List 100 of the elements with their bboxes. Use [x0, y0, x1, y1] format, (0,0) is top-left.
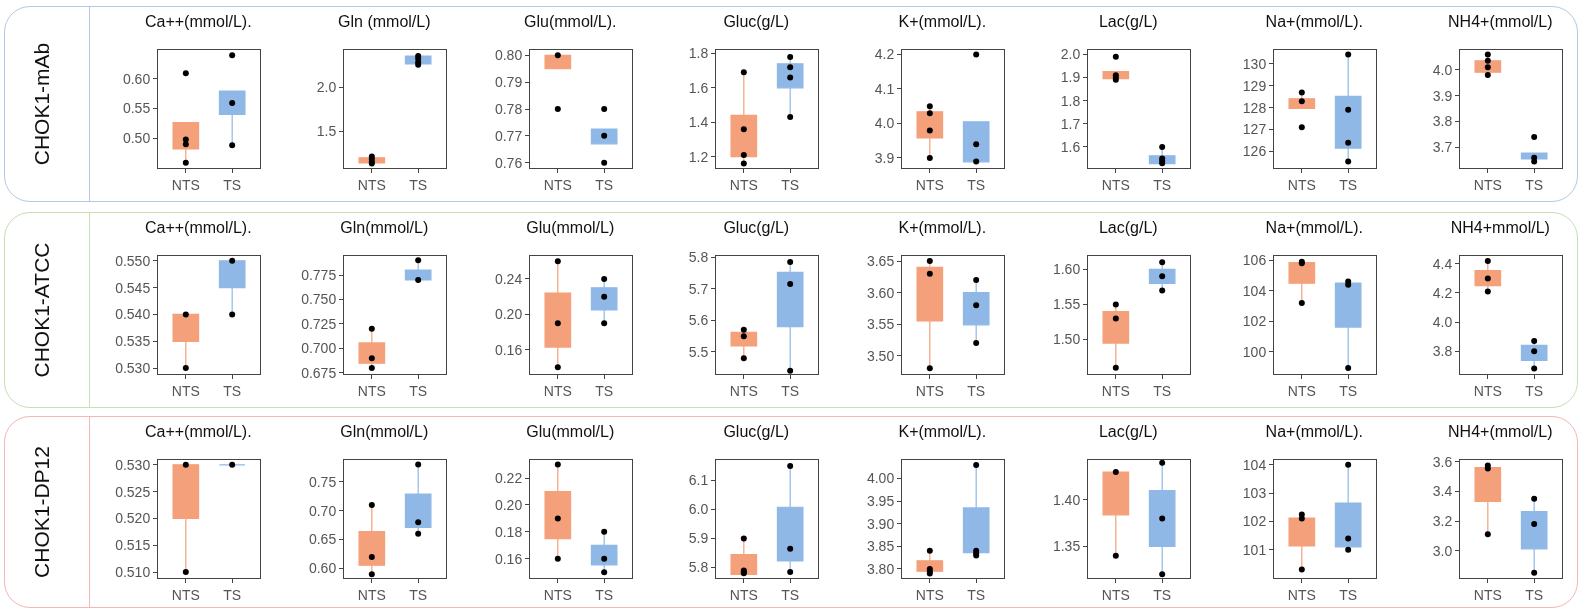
x-tick-label: NTS [171, 176, 200, 193]
chart-title: Glu(mmol/L) [526, 423, 615, 441]
y-tick-label: 0.550 [115, 252, 151, 269]
y-tick-label: 0.79 [494, 74, 523, 91]
x-tick-label: TS [1153, 176, 1172, 193]
x-tick-label: NTS [357, 586, 386, 603]
x-tick-label: TS [595, 176, 614, 193]
x-tick-label: TS [595, 382, 614, 399]
x-tick-label: TS [1339, 586, 1358, 603]
y-tick-label: 0.545 [115, 279, 151, 296]
x-tick-label: NTS [171, 382, 200, 399]
y-tick-label: 0.60 [308, 560, 337, 577]
x-tick-label: TS [223, 176, 242, 193]
y-tick-label: 2.0 [1060, 46, 1081, 63]
y-tick-label: 2.0 [316, 79, 337, 96]
y-tick-label: 1.50 [1052, 331, 1081, 348]
y-tick-label: 5.9 [688, 530, 709, 547]
y-tick-label: 3.8 [1432, 343, 1453, 360]
x-tick-label: TS [781, 586, 800, 603]
x-tick-label: NTS [1101, 586, 1130, 603]
y-tick-label: 0.535 [115, 333, 151, 350]
y-tick-label: 0.750 [301, 291, 337, 308]
x-tick-label: NTS [1101, 176, 1130, 193]
y-tick-label: 0.77 [494, 127, 523, 144]
y-tick-label: 1.55 [1052, 296, 1081, 313]
y-tick-label: 0.22 [494, 469, 523, 486]
chart-title: Gln (mmol/L) [338, 13, 431, 31]
y-tick-label: 3.65 [866, 252, 895, 269]
y-tick-label: 3.7 [1432, 139, 1453, 156]
y-tick-label: 106 [1242, 252, 1267, 269]
y-tick-label: 0.65 [308, 531, 337, 548]
y-tick-label: 1.8 [688, 45, 709, 62]
chart-title: Gln(mmol/L) [340, 219, 429, 237]
y-tick-label: 3.8 [1432, 113, 1453, 130]
x-tick-label: TS [967, 176, 986, 193]
y-tick-label: 0.725 [301, 315, 337, 332]
chart-title: NH4+(mmol/L) [1448, 13, 1553, 31]
chart-title: Na+(mmol/L). [1265, 219, 1363, 237]
y-tick-label: 1.2 [688, 148, 709, 165]
chart-title: Na+(mmol/L). [1265, 423, 1363, 441]
x-tick-label: NTS [1101, 382, 1130, 399]
y-tick-label: 3.55 [866, 316, 895, 333]
x-tick-label: TS [223, 382, 242, 399]
y-axis-title: CHOK1-DP12 [30, 446, 54, 578]
x-tick-label: TS [1525, 586, 1544, 603]
x-tick-label: TS [967, 382, 986, 399]
x-tick-label: NTS [1473, 176, 1502, 193]
y-tick-label: 1.60 [1052, 261, 1081, 278]
x-tick-label: NTS [543, 176, 572, 193]
y-tick-label: 0.510 [115, 564, 151, 580]
x-tick-label: NTS [915, 382, 944, 399]
y-tick-label: 1.35 [1052, 538, 1081, 555]
y-tick-label: 4.2 [874, 46, 895, 63]
chart-title: Ca++(mmol/L). [144, 219, 252, 237]
y-tick-label: 0.24 [494, 270, 523, 287]
y-tick-label: 104 [1242, 456, 1267, 473]
chart-title: Gluc(g/L) [723, 423, 790, 441]
y-tick-label: 3.95 [866, 493, 895, 510]
x-tick-label: NTS [915, 586, 944, 603]
y-tick-label: 3.4 [1432, 483, 1453, 500]
y-tick-label: 4.0 [1432, 313, 1453, 330]
y-tick-label: 3.85 [866, 538, 895, 555]
y-tick-label: 0.50 [122, 130, 151, 147]
x-tick-label: NTS [1287, 382, 1316, 399]
y-axis-title: CHOK1-mAb [30, 42, 54, 166]
chart-title: NH4+mmol/L) [1450, 219, 1550, 237]
y-tick-label: 0.700 [301, 340, 337, 357]
y-tick-label: 126 [1242, 143, 1267, 160]
x-tick-label: TS [409, 586, 428, 603]
y-tick-label: 0.80 [494, 47, 523, 64]
x-tick-label: TS [781, 382, 800, 399]
y-tick-label: 1.4 [688, 114, 709, 131]
chart-title: Ca++(mmol/L). [144, 423, 252, 441]
chart-title: Glu(mmol/L) [526, 219, 615, 237]
y-tick-label: 1.8 [1060, 92, 1081, 109]
y-tick-label: 0.530 [115, 360, 151, 376]
y-tick-label: 102 [1242, 313, 1267, 330]
y-tick-label: 1.5 [316, 123, 337, 140]
x-tick-label: TS [595, 586, 614, 603]
x-tick-label: TS [781, 176, 800, 193]
x-tick-label: NTS [357, 382, 386, 399]
y-tick-label: 3.60 [866, 284, 895, 301]
y-tick-label: 3.2 [1432, 512, 1453, 529]
x-tick-label: NTS [1473, 586, 1502, 603]
x-tick-label: NTS [543, 382, 572, 399]
y-tick-label: 0.16 [494, 550, 523, 567]
y-tick-label: 0.20 [494, 496, 523, 513]
y-tick-label: 1.7 [1060, 115, 1081, 132]
y-tick-label: 5.6 [688, 312, 709, 329]
y-axis-title: CHOK1-ATCC [30, 242, 54, 378]
y-tick-label: 0.55 [122, 100, 151, 117]
y-tick-label: 1.6 [688, 79, 709, 96]
y-tick-label: 3.50 [866, 347, 895, 364]
y-tick-label: 0.60 [122, 70, 151, 87]
chart-title: Lac(g/L) [1098, 219, 1158, 237]
x-tick-label: TS [1153, 382, 1172, 399]
y-tick-label: 5.5 [688, 343, 709, 360]
y-tick-label: 0.520 [115, 510, 151, 527]
y-tick-label: 103 [1242, 485, 1267, 502]
y-tick-label: 6.0 [688, 501, 709, 518]
